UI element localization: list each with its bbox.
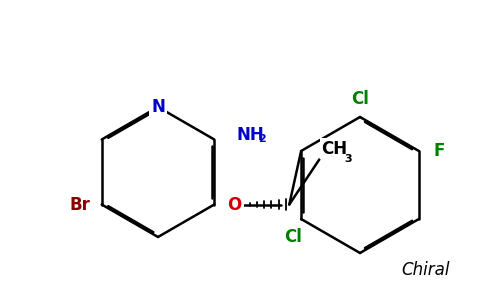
Text: 3: 3 bbox=[344, 154, 352, 164]
Text: F: F bbox=[433, 142, 445, 160]
Text: Chiral: Chiral bbox=[402, 261, 450, 279]
Text: 2: 2 bbox=[258, 134, 266, 143]
Text: Cl: Cl bbox=[284, 228, 302, 246]
Text: CH: CH bbox=[321, 140, 348, 158]
Text: Cl: Cl bbox=[351, 90, 369, 108]
Text: Br: Br bbox=[69, 196, 90, 214]
Text: N: N bbox=[151, 98, 165, 116]
Text: O: O bbox=[227, 196, 242, 214]
Text: NH: NH bbox=[236, 125, 264, 143]
